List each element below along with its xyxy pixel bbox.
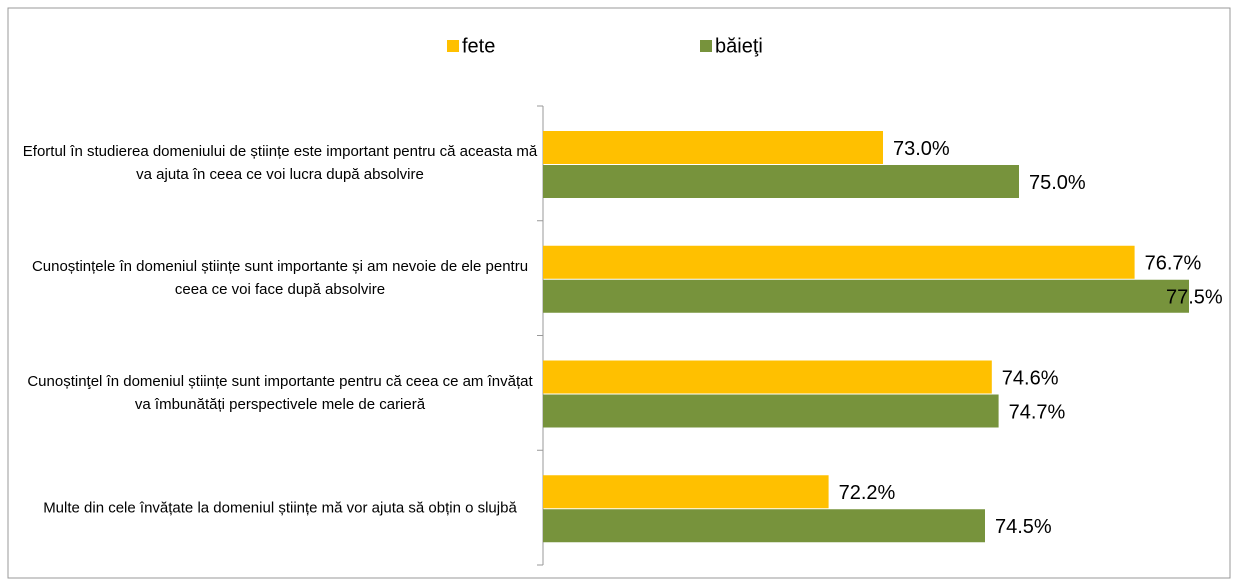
value-label: 77.5% [1166, 287, 1223, 309]
value-label: 73.0% [893, 138, 950, 160]
bar [543, 165, 1019, 198]
bar [543, 245, 1135, 279]
value-label: 74.5% [995, 516, 1052, 538]
bar [543, 394, 999, 428]
legend-swatch [700, 40, 712, 52]
value-label: 74.6% [1002, 367, 1059, 389]
legend-label: băieţi [715, 35, 763, 57]
bar [543, 131, 883, 164]
bar [543, 279, 1189, 313]
value-label: 75.0% [1029, 172, 1086, 194]
category-label: Multe din cele învățate la domeniul știi… [43, 499, 517, 517]
category-label: Cunoștințele în domeniul științe sunt im… [31, 258, 529, 299]
bar [543, 360, 992, 394]
legend-swatch [447, 40, 459, 52]
value-label: 72.2% [839, 482, 896, 504]
value-label: 76.7% [1145, 253, 1202, 275]
category-label: Cunoștinţel în domeniul științe sunt imp… [27, 372, 533, 413]
legend-label: fete [462, 35, 495, 57]
category-label: Efortul în studierea domeniului de știin… [22, 143, 538, 184]
bar [543, 475, 829, 509]
value-label: 74.7% [1009, 401, 1066, 423]
bar [543, 509, 985, 543]
